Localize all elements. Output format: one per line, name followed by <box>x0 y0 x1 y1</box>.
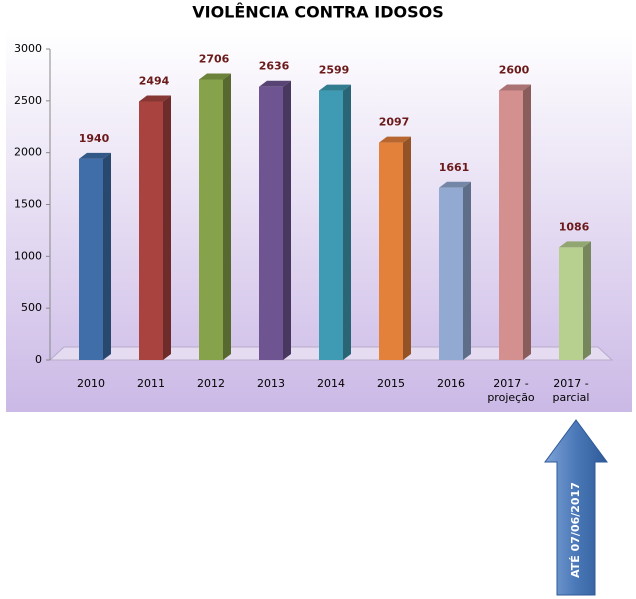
bar-side <box>463 181 471 360</box>
y-tick-label: 0 <box>35 353 42 366</box>
bar <box>379 142 403 360</box>
bar <box>499 90 523 360</box>
bar-top <box>79 152 111 159</box>
x-tick-label: 2016 <box>437 377 465 390</box>
bar <box>259 86 283 360</box>
value-label: 2599 <box>319 64 350 77</box>
bar-top <box>139 95 171 102</box>
x-tick-label: 2014 <box>317 377 345 390</box>
bar-side <box>283 80 291 360</box>
value-label: 1940 <box>79 132 110 145</box>
bar-side <box>403 136 411 360</box>
y-tick-label: 500 <box>21 301 42 314</box>
x-tick-label: 2012 <box>197 377 225 390</box>
bar-top <box>499 84 531 91</box>
x-tick-label: 2015 <box>377 377 405 390</box>
bar <box>79 158 103 360</box>
bar-side <box>223 73 231 360</box>
x-tick-label: 2011 <box>137 377 165 390</box>
bar <box>139 101 163 361</box>
x-tick-label: 2017 - projeção <box>487 377 535 404</box>
annotation: ATÉ 07/06/2017 <box>569 482 582 578</box>
value-label: 2494 <box>139 74 170 87</box>
x-tick-label: 2010 <box>77 377 105 390</box>
bar-side <box>343 84 351 360</box>
bar-top <box>439 181 471 188</box>
bar-top <box>199 73 231 80</box>
value-label: 2600 <box>499 63 530 76</box>
y-tick-label: 1500 <box>14 198 42 211</box>
value-label: 2097 <box>379 116 410 129</box>
bar-side <box>523 84 531 360</box>
bar-top <box>319 84 351 91</box>
value-label: 2636 <box>259 60 290 73</box>
bar-side <box>583 241 591 360</box>
value-label: 1086 <box>559 220 590 233</box>
y-tick-label: 1000 <box>14 249 42 262</box>
bar-top <box>259 80 291 87</box>
x-tick-label: 2017 - parcial <box>552 377 590 404</box>
bar <box>439 187 463 360</box>
bar <box>559 247 583 360</box>
bar <box>319 90 343 360</box>
x-tick-label: 2013 <box>257 377 285 390</box>
y-tick-label: 2000 <box>14 146 42 159</box>
bar-top <box>379 136 411 143</box>
y-tick-label: 3000 <box>14 42 42 55</box>
y-tick-label: 2500 <box>14 94 42 107</box>
value-label: 2706 <box>199 52 230 65</box>
chart-title: VIOLÊNCIA CONTRA IDOSOS <box>192 3 444 22</box>
value-label: 1661 <box>439 161 470 174</box>
bar <box>199 79 223 360</box>
bar-top <box>559 241 591 248</box>
bar-side <box>163 95 171 361</box>
arrow <box>544 419 608 596</box>
bar-side <box>103 152 111 360</box>
